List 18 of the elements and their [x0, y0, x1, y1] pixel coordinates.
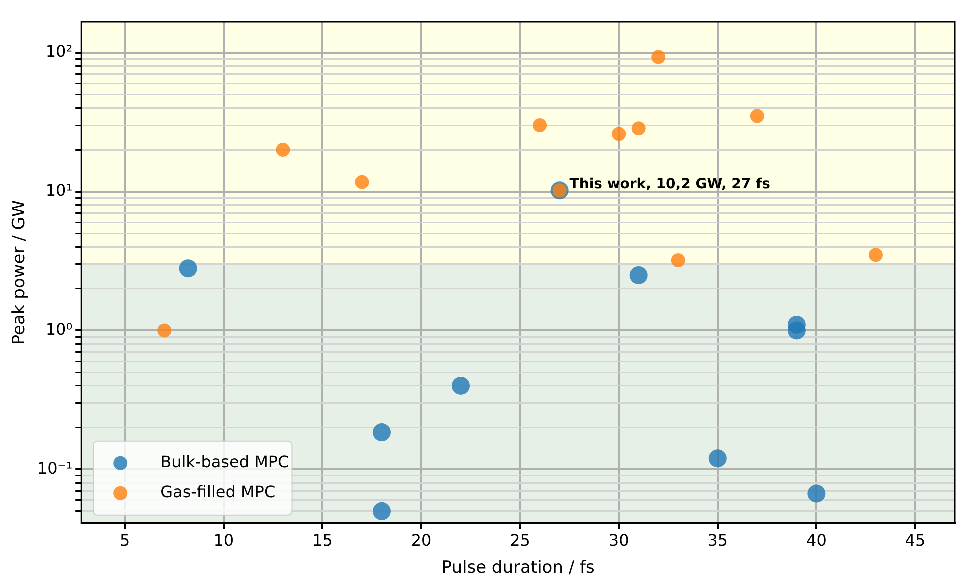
- x-tick-label: 20: [411, 531, 432, 550]
- x-tick-label: 45: [905, 531, 926, 550]
- x-tick-label: 25: [510, 531, 530, 550]
- x-tick-label: 35: [708, 531, 728, 550]
- y-tick-label: 10⁻¹: [37, 458, 73, 478]
- x-tick-label: 40: [806, 531, 827, 550]
- legend-label: Bulk-based MPC: [160, 452, 290, 472]
- x-tick-label: 5: [120, 531, 130, 550]
- y-tick-label: 10²: [46, 42, 73, 62]
- x-tick-label: 10: [214, 531, 234, 550]
- annotation: This work, 10,2 GW, 27 fs: [570, 176, 770, 192]
- y-tick-label: 10⁰: [46, 320, 73, 339]
- x-tick-label: 30: [608, 531, 630, 550]
- y-axis-title: Peak power / GW: [10, 200, 30, 346]
- x-axis-title: Pulse duration / fs: [442, 558, 595, 578]
- y-tick-label: 10¹: [46, 180, 73, 200]
- legend-label: Gas-filled MPC: [160, 482, 276, 502]
- x-tick-label: 15: [312, 531, 333, 550]
